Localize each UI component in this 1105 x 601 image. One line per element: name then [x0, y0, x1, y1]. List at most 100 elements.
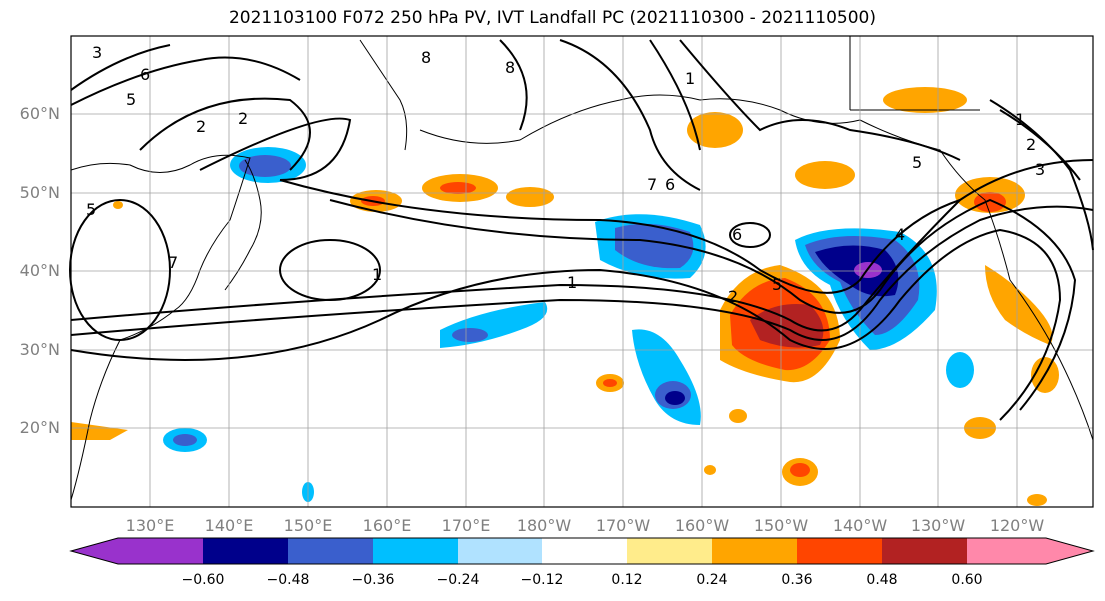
contour-label-layer: 1 2 5 6 8 1 2 3 4 5 6 7 8 2 5 6 7 1 5 1 … [86, 43, 1045, 306]
colorbar-segment [627, 538, 712, 564]
asia-coastline [70, 154, 251, 501]
positive-anomaly-area [883, 87, 967, 113]
positive-anomaly-area [113, 201, 123, 209]
positive-anomaly-area [603, 379, 617, 387]
negative-anomaly-area [665, 391, 685, 405]
positive-anomaly-area [687, 112, 743, 148]
colorbar-segment [118, 538, 203, 564]
colorbar-tick: −0.48 [266, 572, 310, 588]
pv-contour-5 [279, 179, 961, 294]
colorbar-tick: 0.24 [696, 572, 728, 588]
colorbar-segment [1046, 538, 1093, 564]
lon-label: 160°E [362, 516, 412, 535]
negative-anomaly-area [946, 352, 974, 388]
contour-label: 2 [728, 287, 738, 306]
positive-anomaly-area [795, 161, 855, 189]
lon-label: 170°E [441, 516, 491, 535]
colorbar-tick: −0.24 [436, 572, 480, 588]
negative-anomaly-area [615, 223, 694, 269]
pv-contour-3 [70, 228, 1062, 421]
colorbar-tick: 0.48 [866, 572, 898, 588]
contour-label: 1 [685, 69, 695, 88]
contour-label: 6 [732, 225, 742, 244]
graticule [71, 36, 1093, 507]
aleutian-coastline [419, 94, 701, 144]
colorbar-segment [542, 538, 627, 564]
kamchatka-coastline [359, 39, 408, 151]
contour-label: 3 [1035, 160, 1045, 179]
colorbar-tick: 0.60 [951, 572, 983, 588]
lat-label: 20°N [19, 418, 60, 437]
pv-contour-17 [279, 239, 381, 301]
negative-anomaly-area [452, 328, 488, 342]
map-title: 2021103100 F072 250 hPa PV, IVT Landfall… [228, 8, 876, 28]
lon-label: 140°W [832, 516, 888, 535]
pv-contour-10 [559, 39, 701, 191]
colorbar-segment [967, 538, 1046, 564]
lon-label: 160°W [674, 516, 730, 535]
pv-contour-8 [70, 56, 301, 106]
colorbar-segment [458, 538, 542, 564]
contour-label: 1 [372, 265, 382, 284]
colorbar-segment [288, 538, 373, 564]
colorbar-segment [797, 538, 882, 564]
pv-contour-18 [729, 222, 771, 248]
lat-label: 40°N [19, 261, 60, 280]
lon-label: 140°E [204, 516, 254, 535]
contour-label: 1 [1015, 110, 1025, 129]
colorbar-segment [882, 538, 967, 564]
shading-layer [71, 87, 1059, 506]
positive-anomaly-area [71, 422, 128, 440]
lon-label: 130°E [125, 516, 175, 535]
contour-label: 2 [238, 109, 248, 128]
contour-label: 8 [421, 48, 431, 67]
pv-contour-13 [679, 39, 961, 161]
lon-label: 180°W [516, 516, 572, 535]
contour-label: 6 [140, 65, 150, 84]
japan-coastline [224, 159, 262, 291]
pv-contour-16 [69, 199, 171, 341]
negative-anomaly-area [239, 155, 291, 177]
map-frame [70, 35, 1094, 508]
pv-contour-15 [989, 99, 1094, 251]
positive-anomaly-area [985, 265, 1053, 345]
lon-label: 150°E [283, 516, 333, 535]
colorbar-segment [71, 538, 118, 564]
contour-label: 5 [126, 90, 136, 109]
pv-contour-11 [499, 39, 528, 131]
contour-label: 2 [1026, 135, 1036, 154]
contour-label: 5 [86, 200, 96, 219]
alaska-border [849, 36, 980, 111]
contour-label: 3 [92, 43, 102, 62]
contour-label: 7 [168, 253, 178, 272]
lat-label: 30°N [19, 340, 60, 359]
lon-label: 170°W [595, 516, 651, 535]
colorbar-tick: −0.36 [351, 572, 395, 588]
pv-contour-12 [649, 39, 701, 151]
lat-label: 50°N [19, 183, 60, 202]
positive-anomaly-area [790, 463, 810, 477]
colorbar-tick: −0.12 [520, 572, 564, 588]
positive-anomaly-area [506, 187, 554, 207]
colorbar-tick: 0.36 [781, 572, 813, 588]
lon-label: 150°W [753, 516, 809, 535]
colorbar-outline [69, 537, 1095, 565]
lon-label: 120°W [989, 516, 1045, 535]
contour-label: 1 [567, 273, 577, 292]
contour-label: 5 [912, 153, 922, 172]
pv-contour-layer [69, 39, 1094, 421]
contour-label: 4 [895, 225, 905, 244]
lat-label: 60°N [19, 104, 60, 123]
contour-label: 7 [647, 175, 657, 194]
positive-anomaly-area [1027, 494, 1047, 506]
pv-contour-9 [70, 44, 171, 91]
pv-contour-2 [70, 205, 1094, 341]
contour-label: 8 [505, 58, 515, 77]
pv-contour-7 [139, 97, 311, 171]
colorbar-segment [203, 538, 288, 564]
colorbar-tick: 0.12 [611, 572, 643, 588]
contour-label: 2 [196, 117, 206, 136]
colorbar [69, 537, 1095, 565]
positive-anomaly-area [704, 465, 716, 475]
